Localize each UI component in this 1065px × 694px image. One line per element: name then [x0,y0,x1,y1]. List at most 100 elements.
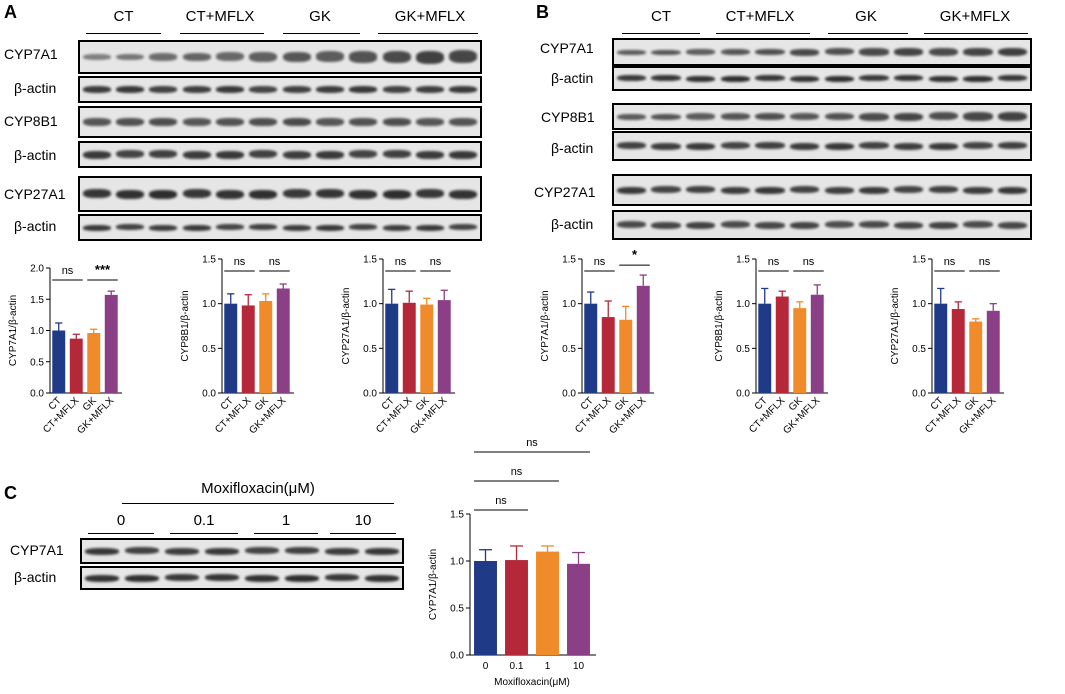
significance-label: ns [768,256,780,268]
blot-a-beta-actin [78,141,482,168]
group-line-gk-mflx [378,33,478,35]
blot-band [963,75,993,82]
blot-band [365,574,399,582]
y-tick-label: 0.0 [912,389,926,400]
blot-band [349,224,378,231]
blot-band [325,547,359,555]
blot-band [928,221,958,229]
blot-band [85,547,119,555]
blot-band [686,186,716,194]
blot-band [316,117,344,126]
blot-band [686,221,716,229]
row-label-cyp8b1: CYP8B1 [4,113,58,129]
blot-band [216,117,244,126]
group-line-ct-mflx [180,33,264,35]
group-line-ct-mflx [716,33,810,35]
blot-band [928,142,958,150]
y-tick-label: 0.0 [363,389,377,400]
blot-band [651,75,681,82]
blot-band [449,189,478,199]
blot-band [349,118,378,126]
blot-b-cyp27a1 [612,174,1032,206]
blot-band [824,221,854,229]
blot-band [998,47,1028,57]
blot-band [82,224,111,231]
blot-band [216,150,244,159]
row-label-beta-actin: β-actin [551,140,594,156]
significance-label: ns [395,256,407,268]
blot-b-beta-actin [612,131,1032,161]
group-label-ct-mflx: CT+MFLX [185,8,255,25]
y-tick-label: 0.5 [30,357,44,368]
blot-band [182,189,211,199]
bar [758,303,772,393]
y-tick-label: 1.5 [450,510,464,521]
blot-band [382,118,411,127]
group-line-gk [828,33,908,35]
blot-band [790,112,820,120]
significance-label: ns [430,256,442,268]
bar [69,338,83,393]
blot-band [859,48,889,56]
y-axis-label: CYP27A1/β-actin [890,288,901,365]
blot-band [349,189,378,199]
row-label-beta-actin: β-actin [551,70,594,86]
blot-band [824,48,854,56]
blot-band [755,75,785,82]
blot-band [894,112,924,121]
bar [420,304,434,393]
blot-band [382,85,411,93]
group-label-gk-mflx: GK+MFLX [394,8,466,25]
blot-band [149,53,178,61]
blot-band [282,85,311,93]
blot-band [790,75,820,82]
row-label-beta-actin: β-actin [14,80,57,96]
y-tick-label: 1.5 [562,255,576,266]
blot-band [205,547,239,555]
blot-c-cyp7a1 [80,538,404,564]
blot-band [116,224,144,231]
blot-b-beta-actin [612,66,1032,91]
blot-band [149,118,178,127]
x-tick-label: 0.1 [510,661,524,672]
blot-band [651,142,681,150]
blot-a-beta-actin [78,214,482,241]
blot-band [824,112,854,121]
bar [775,296,789,393]
blot-band [963,112,993,121]
blot-band [182,53,211,62]
panel-b-letter: B [536,2,549,22]
dose-label-1: 1 [281,512,291,529]
blot-band [416,150,444,159]
blot-band [116,53,144,61]
blot-band [859,75,889,82]
significance-label: ns [62,265,74,277]
blot-band [998,75,1028,82]
blot-band [382,224,411,231]
group-line-ct [622,33,700,35]
group-label-gk: GK [309,8,331,25]
blot-band [755,142,785,150]
group-line-gk [283,33,360,35]
blot-band [616,142,646,150]
dose-label-10: 10 [354,512,372,529]
dose-line-10 [330,533,396,535]
blot-b-beta-actin [612,210,1032,240]
y-tick-label: 1.0 [736,299,750,310]
blot-band [249,189,278,199]
blot-band [149,224,178,231]
row-label-beta-actin: β-actin [14,218,57,234]
y-tick-label: 1.5 [912,255,926,266]
blot-band [720,75,750,82]
blot-band [928,47,958,56]
y-axis-label: CYP7A1/β-actin [540,290,551,361]
bar [276,288,290,393]
dose-label-0-1: 0.1 [193,512,215,529]
row-label-beta-actin: β-actin [551,216,594,232]
blot-band [282,150,311,159]
blot-band [686,113,716,120]
blot-band [928,186,958,194]
blot-band [859,142,889,150]
